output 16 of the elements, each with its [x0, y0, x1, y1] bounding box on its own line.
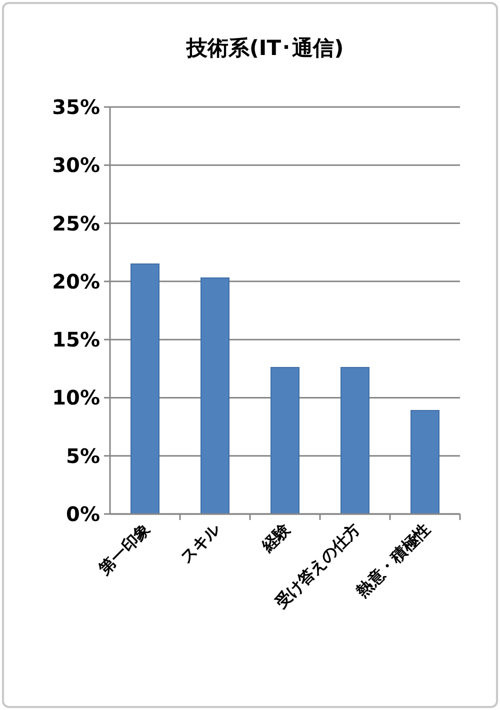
y-tick-label: 20% [52, 269, 100, 294]
bar [340, 366, 370, 514]
bar [410, 410, 440, 514]
y-tick-label: 35% [52, 95, 100, 119]
y-tick-label: 15% [52, 328, 100, 352]
y-tick-label: 10% [52, 386, 100, 410]
y-tick-label: 0% [66, 502, 100, 526]
x-tick-label: 経験 [257, 518, 295, 556]
bar [270, 366, 300, 514]
bar [130, 263, 160, 514]
y-tick-label: 5% [66, 444, 100, 468]
title: 技術系(IT･通信) [186, 36, 344, 60]
y-tick-label: 25% [52, 211, 100, 236]
y-tick-label: 30% [52, 153, 100, 178]
x-tick-label: スキル [176, 518, 225, 567]
bar [200, 277, 230, 514]
